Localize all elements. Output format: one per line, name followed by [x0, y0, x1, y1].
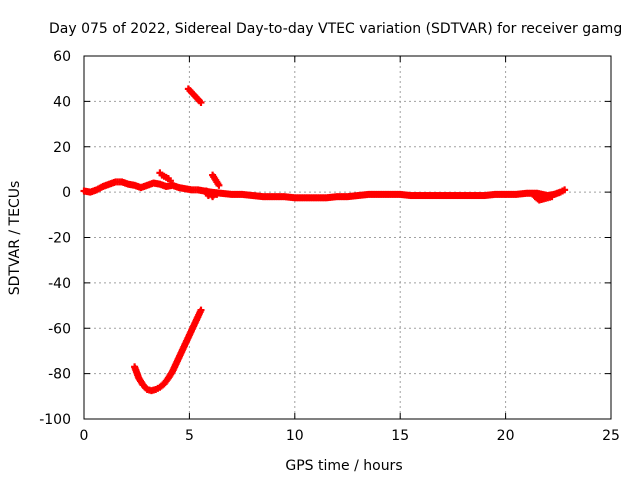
x-tick-label: 25 — [602, 428, 620, 444]
y-tick-label: 40 — [53, 94, 71, 110]
x-tick-label: 10 — [286, 428, 304, 444]
chart-title: Day 075 of 2022, Sidereal Day-to-day VTE… — [49, 21, 622, 37]
data-point — [197, 306, 205, 314]
data-point — [548, 193, 556, 201]
x-axis-label: GPS time / hours — [285, 458, 402, 474]
y-axis-label: SDTVAR / TECUs — [7, 181, 23, 296]
x-tick-label: 0 — [80, 428, 89, 444]
y-tick-label: 0 — [62, 185, 71, 201]
data-point — [197, 99, 205, 107]
plot-frame — [83, 55, 612, 420]
data-point — [213, 190, 221, 198]
x-tick-label: 20 — [497, 428, 515, 444]
data-point — [561, 186, 569, 194]
y-tick-label: 60 — [53, 49, 71, 65]
y-tick-label: -40 — [48, 276, 71, 292]
grid-lines — [84, 56, 611, 419]
y-tick-label: -60 — [48, 321, 71, 337]
series — [156, 169, 174, 185]
y-tick-label: -80 — [48, 367, 71, 383]
series — [209, 171, 223, 189]
y-tick-label: -100 — [39, 412, 71, 428]
series — [80, 178, 569, 202]
data-point — [215, 181, 223, 189]
series — [131, 306, 205, 395]
x-tick-label: 5 — [185, 428, 194, 444]
x-tick-label: 15 — [391, 428, 409, 444]
series — [531, 193, 556, 204]
series — [184, 85, 205, 107]
y-tick-label: -20 — [48, 231, 71, 247]
y-tick-label: 20 — [53, 140, 71, 156]
data-point — [166, 177, 174, 185]
axis-ticks: 0 5 10 15 20 25 -100 -80 -60 -40 -20 0 20 40 60 — [39, 49, 620, 444]
series — [202, 187, 221, 201]
data-points — [80, 85, 569, 395]
